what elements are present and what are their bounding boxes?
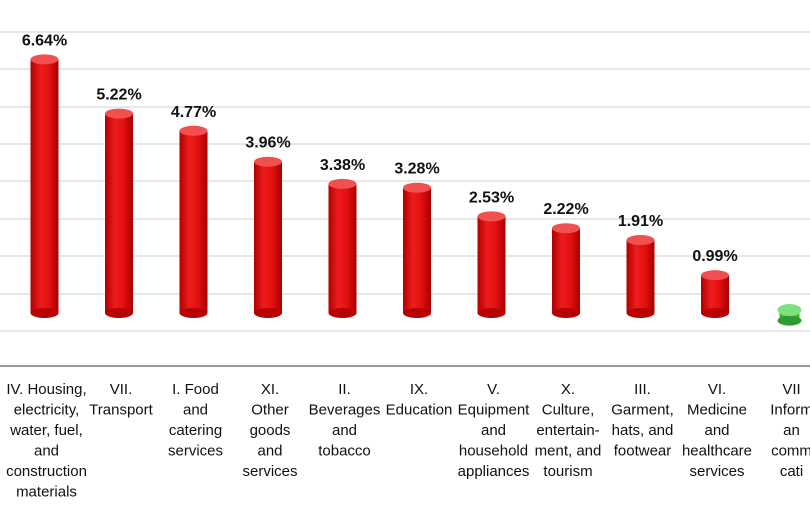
bar [403,182,431,318]
category-label: III. Garment, hats, and footwear [611,381,674,460]
category-labels: ERLIV. Housing,electricity,water, fuel,a… [6,381,810,501]
category-label: X. Culture, entertain-ment, and tourism [535,381,602,480]
bars [30,54,802,326]
bar [105,108,133,318]
bar [30,54,59,318]
bar [626,235,655,318]
category-label: IV. Housing, electricity, water, fuel, and c… [6,381,87,501]
category-label: VII. Transport [89,381,153,419]
value-label: 6.64% [22,32,67,49]
category-label: II. Beverages and tobacco [309,381,381,460]
bar [328,178,357,318]
bar [552,223,580,318]
value-label: 5.22% [96,87,141,104]
bar [777,304,802,326]
value-label: 3.28% [394,161,439,178]
bar [477,211,506,318]
category-label: I. Food and catering services [168,381,223,460]
value-label: 0.99% [692,248,737,265]
bar [254,156,282,318]
value-label: 4.77% [171,104,216,121]
category-label: VII Inform an comm cati [770,381,810,480]
value-label: 3.38% [320,157,365,174]
bar [701,270,729,318]
category-label: XI. Other goods and services [242,381,297,480]
value-label: 1.91% [618,213,663,230]
value-label: 2.22% [543,201,588,218]
category-label: V. Equipment and household appliances [458,381,531,480]
value-label: 3.96% [245,135,290,152]
value-label: 2.53% [469,189,514,206]
category-label: IX. Education [386,381,453,419]
value-labels: 6.64% 5.22% 4.77% 3.96% 3.38% 3.28% 2.53% 2.22%… [22,32,738,265]
bar [179,125,208,318]
category-label: VI. Medicine and healthcare services [682,381,752,480]
